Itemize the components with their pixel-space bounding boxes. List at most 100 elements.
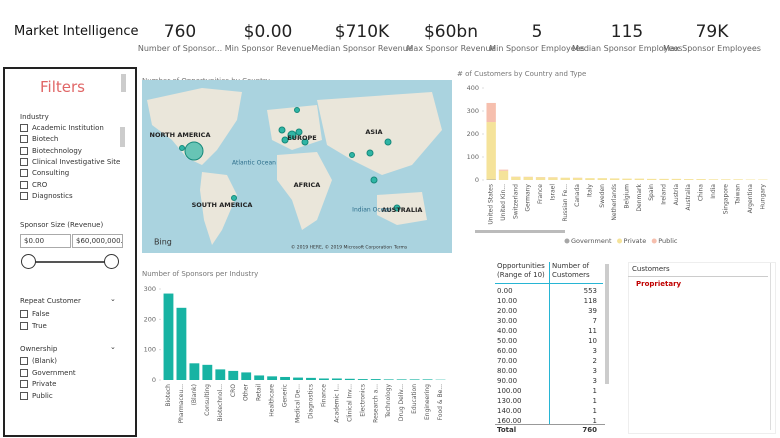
cell: 40.00 bbox=[497, 327, 518, 335]
checkbox[interactable] bbox=[20, 368, 28, 377]
kpi-value: 760 bbox=[163, 22, 197, 42]
label[interactable]: Biotechnology bbox=[32, 146, 82, 155]
filter-title: Filters bbox=[40, 78, 85, 96]
filter-item: True bbox=[20, 321, 47, 330]
x-tick-label: Drug Deliv... bbox=[398, 384, 405, 421]
slider-track bbox=[28, 261, 110, 263]
label[interactable]: (Blank) bbox=[32, 357, 57, 365]
x-tick-label: Pharmaceu... bbox=[178, 384, 185, 424]
column-rule bbox=[549, 262, 550, 427]
cell: 160.00 bbox=[497, 417, 522, 425]
checkbox[interactable] bbox=[20, 180, 28, 189]
checkbox[interactable] bbox=[20, 321, 28, 330]
x-tick-label: Australia bbox=[685, 184, 692, 211]
checkbox[interactable] bbox=[20, 357, 28, 365]
legend-swatch bbox=[651, 238, 657, 244]
checkbox[interactable] bbox=[20, 135, 28, 144]
chevron: ⌄ bbox=[110, 295, 116, 303]
cell: 130.00 bbox=[497, 397, 522, 405]
rule bbox=[628, 276, 768, 277]
x-tick-label: Healthcare bbox=[269, 384, 276, 417]
label[interactable]: Private bbox=[32, 380, 57, 388]
kpi-value: 79K bbox=[695, 22, 729, 42]
x-tick-label: Hungary bbox=[759, 184, 766, 210]
label[interactable]: Clinical Investigative Site bbox=[32, 157, 120, 166]
customers-panel bbox=[628, 262, 776, 434]
legend-swatch bbox=[564, 238, 570, 244]
filter-panel bbox=[3, 67, 137, 437]
cell: 39 bbox=[588, 307, 597, 315]
bar bbox=[228, 370, 239, 380]
table: Opportunities (Range of 10) Number of Cus… bbox=[495, 262, 610, 435]
checkbox[interactable] bbox=[20, 146, 28, 155]
checkbox[interactable] bbox=[20, 391, 28, 400]
checkbox[interactable] bbox=[20, 380, 28, 388]
x-tick-label: Ireland bbox=[661, 184, 668, 205]
cell: 30.00 bbox=[497, 317, 518, 325]
bar bbox=[396, 379, 407, 380]
checkbox[interactable] bbox=[20, 191, 28, 200]
label[interactable]: False bbox=[32, 310, 50, 318]
bubble bbox=[393, 204, 401, 212]
filter-item: Private bbox=[20, 380, 56, 388]
label[interactable]: Biotech bbox=[32, 135, 59, 144]
bar bbox=[357, 379, 368, 380]
bar-segment bbox=[572, 177, 583, 180]
label[interactable]: True bbox=[32, 321, 47, 330]
bar-segment bbox=[486, 102, 496, 123]
label[interactable]: Academic Institution bbox=[32, 124, 104, 132]
x-tick-label: Switzerland bbox=[512, 184, 519, 219]
cell: 3 bbox=[592, 347, 597, 355]
checkbox[interactable] bbox=[20, 124, 28, 132]
checkbox[interactable] bbox=[20, 157, 28, 166]
x-tick-label: Canada bbox=[574, 184, 581, 207]
label[interactable]: Diagnostics bbox=[32, 191, 73, 200]
map-label: EUROPE bbox=[287, 134, 316, 142]
map-label: ASIA bbox=[365, 128, 382, 136]
kpi-label: Median Sponsor Employees bbox=[572, 44, 683, 53]
checkbox[interactable] bbox=[20, 310, 28, 318]
x-tick-label: Research a... bbox=[372, 384, 379, 423]
map-brand: Bing bbox=[154, 238, 172, 247]
checkbox[interactable] bbox=[20, 169, 28, 178]
x-tick-label: India bbox=[710, 184, 717, 199]
scrollbar bbox=[605, 264, 609, 384]
customers-header: Customers bbox=[632, 265, 670, 273]
scrollbar bbox=[120, 127, 125, 147]
x-tick-label: Netherlands bbox=[611, 184, 618, 221]
legend-label: Private bbox=[624, 237, 647, 245]
x-tick-label: Sweden bbox=[599, 184, 606, 208]
cell: 11 bbox=[588, 327, 597, 335]
filter-item: Consulting bbox=[20, 169, 70, 178]
bar-segment bbox=[523, 177, 533, 180]
cell: 10.00 bbox=[497, 297, 518, 305]
x-tick-label: Technology bbox=[385, 384, 392, 419]
bubble bbox=[231, 195, 237, 201]
bar bbox=[319, 378, 329, 380]
label[interactable]: Public bbox=[32, 391, 53, 400]
land bbox=[277, 152, 332, 230]
page-title: Market Intelligence bbox=[14, 24, 139, 39]
label[interactable]: CRO bbox=[32, 180, 48, 189]
cell: 100.00 bbox=[497, 387, 522, 395]
cell: 90.00 bbox=[497, 377, 518, 385]
map-terms: Terms bbox=[393, 245, 408, 251]
x-tick-label: Austria bbox=[673, 184, 680, 206]
x-tick-label: Germany bbox=[525, 184, 532, 212]
land bbox=[147, 88, 242, 165]
bar bbox=[422, 379, 433, 380]
bar-segment bbox=[486, 122, 496, 180]
cell: 118 bbox=[583, 297, 597, 305]
bar-segment bbox=[634, 178, 645, 180]
bubble bbox=[294, 107, 300, 113]
bar bbox=[176, 307, 187, 380]
label[interactable]: Government bbox=[32, 368, 76, 377]
cell: 0.00 bbox=[497, 287, 513, 295]
cell: 10 bbox=[588, 337, 597, 345]
bar bbox=[370, 379, 381, 380]
filter-item: Public bbox=[20, 391, 53, 400]
x-tick-label: Food & Be... bbox=[437, 384, 444, 421]
label[interactable]: Consulting bbox=[32, 169, 70, 178]
bubble bbox=[184, 141, 204, 161]
cell: 1 bbox=[592, 407, 597, 415]
